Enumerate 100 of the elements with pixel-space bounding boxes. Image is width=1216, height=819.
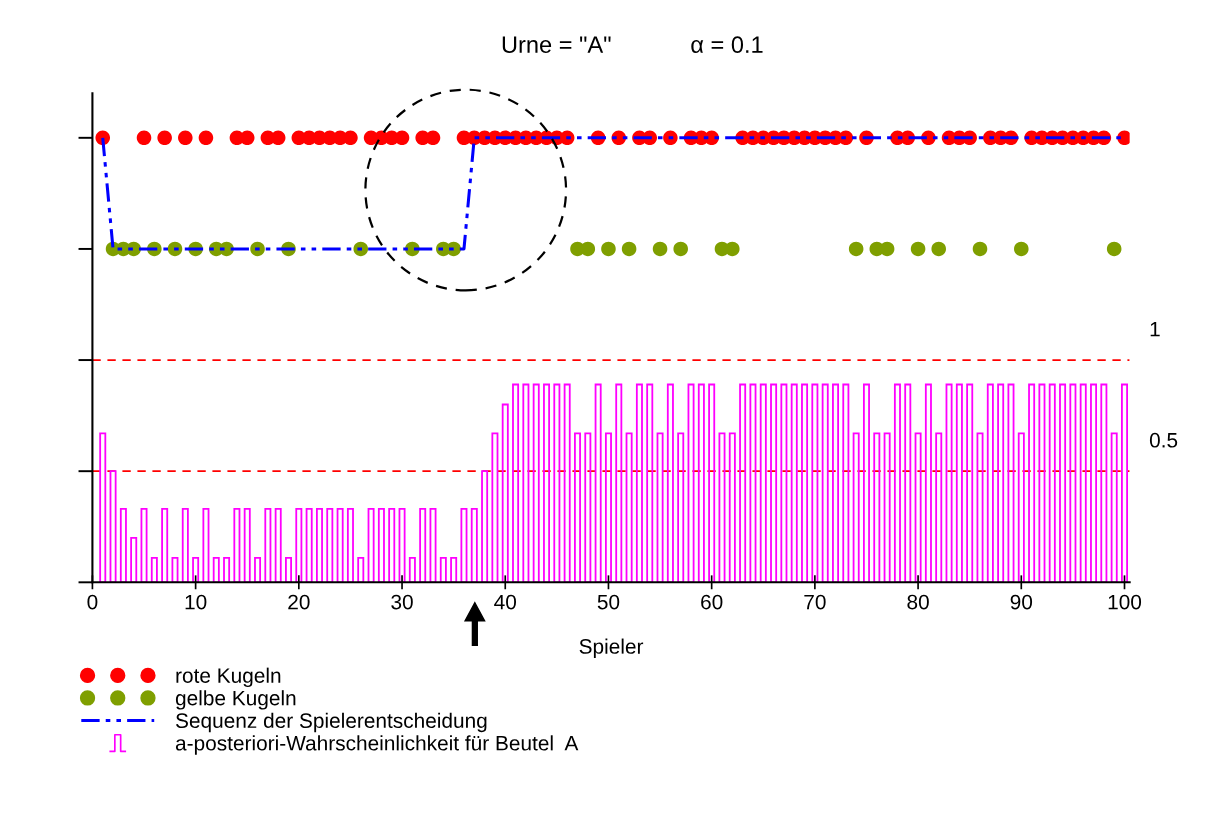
x-tick-label: 70: [804, 594, 826, 610]
bar: [367, 508, 375, 583]
bar: [192, 556, 200, 583]
bar: [357, 556, 365, 583]
bar: [130, 536, 138, 583]
bar: [790, 383, 798, 583]
bar: [161, 508, 169, 583]
bar: [615, 383, 623, 583]
bar: [914, 432, 922, 583]
bar: [852, 432, 860, 583]
bar: [181, 508, 189, 583]
bar: [945, 383, 953, 583]
bar: [336, 508, 344, 583]
bar: [522, 383, 530, 583]
x-axis-title: Spieler: [579, 638, 644, 658]
bar: [625, 432, 633, 583]
bar: [429, 508, 437, 583]
bar: [1110, 432, 1118, 583]
bar: [935, 432, 943, 583]
bar: [997, 383, 1005, 583]
bar: [512, 383, 520, 583]
legend-label: a-posteriori-Wahrscheinlichkeit für Beutel A: [175, 735, 579, 755]
bar: [223, 556, 231, 583]
bar: [202, 508, 210, 583]
bar: [986, 383, 994, 583]
bar: [439, 556, 447, 583]
bar: [1059, 383, 1067, 583]
bar: [1121, 383, 1128, 583]
bar: [604, 432, 612, 583]
bar: [728, 432, 736, 583]
bar: [594, 383, 602, 583]
bar: [893, 383, 901, 583]
bar: [470, 508, 478, 583]
bar: [904, 383, 912, 583]
bar: [388, 508, 396, 583]
bar: [574, 432, 581, 583]
bar: [955, 383, 963, 583]
bar: [1100, 383, 1108, 583]
bar: [697, 383, 705, 583]
bar: [109, 470, 117, 583]
bar: [450, 556, 458, 583]
chart-title: Urne = "A" α = 0.1: [502, 36, 763, 54]
bar: [212, 556, 220, 583]
bar: [708, 383, 716, 583]
bar: [346, 508, 354, 583]
bar: [1007, 383, 1015, 583]
bar: [419, 508, 427, 583]
bar: [491, 432, 499, 583]
bar: [1048, 383, 1056, 583]
bar: [377, 508, 385, 583]
bar: [460, 508, 468, 583]
bar: [150, 556, 158, 583]
bar: [532, 383, 540, 583]
bar: [749, 383, 757, 583]
bar: [481, 470, 489, 583]
bar: [832, 383, 840, 583]
bar: [295, 508, 303, 583]
bar: [718, 432, 726, 583]
ref-line-label: 0.5: [1149, 432, 1178, 448]
ref-line-label: 1: [1150, 321, 1160, 337]
bar: [646, 383, 654, 583]
bar: [584, 432, 592, 583]
bar: [687, 383, 695, 583]
bar: [285, 556, 292, 583]
bar: [656, 432, 664, 583]
bar: [99, 432, 107, 583]
legend-label: rote Kugeln: [176, 667, 281, 688]
bar: [171, 556, 179, 583]
bar: [140, 508, 148, 583]
bar: [966, 383, 974, 583]
x-tick-label: 0: [87, 594, 98, 610]
bar: [254, 556, 262, 583]
bar: [1038, 383, 1046, 583]
bar: [501, 403, 509, 583]
x-tick-label: 20: [288, 594, 310, 610]
bar: [842, 383, 850, 583]
bar: [1017, 432, 1025, 583]
bar: [326, 508, 334, 583]
bar: [739, 383, 747, 583]
bar: [759, 383, 767, 583]
x-tick-label: 100: [1108, 594, 1142, 610]
bar: [563, 383, 571, 583]
x-tick-label: 30: [391, 594, 413, 610]
bar: [770, 383, 778, 583]
bar: [635, 383, 643, 583]
bar: [976, 432, 984, 583]
bar: [398, 508, 406, 583]
bar: [1028, 383, 1036, 583]
x-tick-label: 50: [597, 594, 620, 610]
bar: [924, 383, 932, 583]
bar: [821, 383, 829, 583]
bar: [862, 383, 870, 583]
x-tick-label: 60: [701, 594, 723, 610]
bar: [1069, 383, 1077, 583]
bar: [811, 383, 819, 583]
bar: [119, 508, 127, 583]
x-tick-label: 90: [1010, 594, 1033, 610]
bar: [408, 556, 416, 583]
bar: [305, 508, 313, 583]
legend-label: Sequenz der Spielerentscheidung: [175, 712, 487, 733]
